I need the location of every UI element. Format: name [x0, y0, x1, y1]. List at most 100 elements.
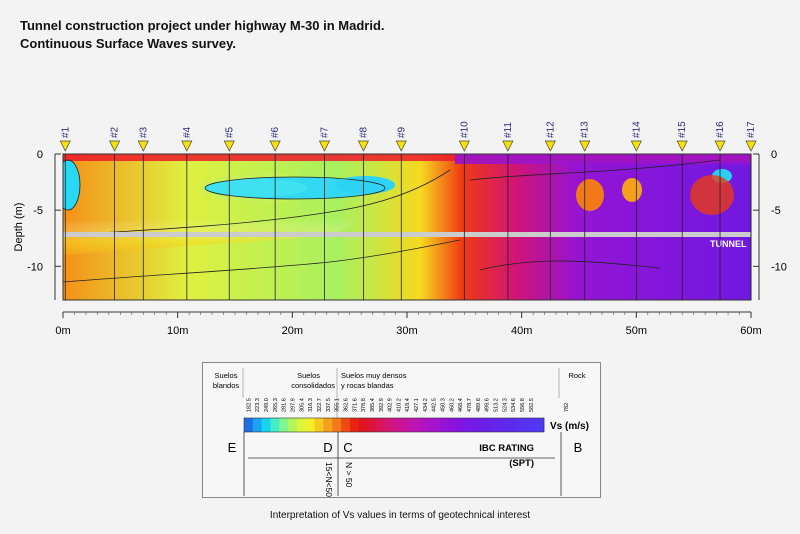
x-tick-label: 10m [167, 325, 188, 337]
station-marker [630, 140, 642, 152]
vs-value-label: 434.2 [423, 398, 429, 412]
colorbar-swatch [491, 418, 501, 432]
rating-c: C [343, 440, 352, 455]
y-tick-label: 0 [37, 149, 43, 161]
vs-value-label: 782 [564, 403, 570, 412]
vs-value-label: 265.3 [273, 398, 279, 412]
station-markers: #1 #2 #3 #4 #5 #6 #7 #8 #9 #10 #11 #12 #13 #14 #15 #16 #… [59, 121, 757, 300]
vs-value-label: 322.7 [317, 398, 323, 412]
vs-value-label: 582.5 [529, 398, 535, 412]
vs-value-label: 182.5 [246, 398, 252, 412]
vs-value-label: 460.2 [449, 398, 455, 412]
vs-value-label: 402.9 [388, 398, 394, 412]
x-tick-label: 60m [740, 325, 761, 337]
colorbar-swatch [305, 418, 315, 432]
colorbar-swatch [385, 418, 395, 432]
tunnel-line [63, 232, 751, 237]
colorbar-swatch [402, 418, 412, 432]
station-marker [395, 140, 407, 152]
colorbar-swatch [358, 418, 368, 432]
vs-value-label: 281.6 [282, 398, 288, 412]
vs-value-label: 489.6 [476, 398, 482, 412]
colorbar-swatch [517, 418, 527, 432]
colorbar-swatch [464, 418, 474, 432]
station-label: #5 [224, 126, 235, 138]
station-label: #7 [319, 126, 330, 138]
station-label: #10 [459, 121, 470, 138]
station-marker [318, 140, 331, 152]
vs-value-label: 442.5 [432, 398, 438, 412]
colorbar-swatch [296, 418, 307, 432]
colorbar-swatch [411, 418, 421, 432]
vs-value-label: 297.9 [291, 398, 297, 412]
legend-soft-line2: blandos [213, 381, 240, 390]
x-tick-label: 0m [55, 325, 70, 337]
n-d-label: 15<N<50 [324, 462, 334, 497]
station-label: #15 [677, 121, 688, 138]
colorbar-swatch [429, 418, 439, 432]
station-marker [59, 140, 71, 152]
colorbar-swatch [526, 418, 536, 432]
colorbar-swatch [349, 418, 360, 432]
vs-value-label: 355.1 [335, 398, 341, 412]
vs-value-label: 513.2 [493, 398, 499, 412]
colorbar-swatch [394, 418, 404, 432]
colorbar-swatch [508, 418, 518, 432]
rating-d: D [323, 440, 332, 455]
station-label: #14 [631, 121, 642, 138]
colorbar-swatch [473, 418, 483, 432]
colorbar-swatch [376, 418, 386, 432]
colorbar-swatch [446, 418, 457, 432]
station-marker [181, 140, 193, 152]
vs-value-label: 223.3 [255, 398, 261, 412]
station-marker [137, 140, 149, 152]
station-marker [676, 140, 688, 152]
y-tick-label: 0 [771, 149, 777, 161]
station-label: #12 [545, 121, 556, 138]
legend: Suelos blandos Suelos consolidados Suelo… [213, 368, 589, 497]
axes: 0m 10m 20m 30m 40m 50m 60m 0 -5 -10 0 -5 -10 [27, 149, 787, 337]
vs-value-label: 427.1 [414, 398, 420, 412]
station-marker [357, 140, 369, 152]
legend-soft-line1: Suelos [215, 371, 238, 380]
station-label: #16 [715, 121, 726, 138]
ibc-rating-label: IBC RATING [479, 443, 534, 454]
velocity-section: TUNNEL [63, 154, 751, 300]
station-label: #3 [138, 126, 149, 138]
colorbar-swatch [499, 418, 510, 432]
station-marker [579, 140, 591, 152]
vs-value-label: 385.4 [370, 398, 376, 412]
colorbar-swatch [332, 418, 342, 432]
station-marker [745, 140, 757, 152]
colorbar-swatch [420, 418, 430, 432]
vs-value-label: 316.3 [308, 398, 314, 412]
colorbar-swatch [261, 418, 271, 432]
tunnel-label: TUNNEL [710, 239, 747, 249]
spt-label: (SPT) [509, 458, 534, 469]
n-c-label: N > 50 [344, 462, 354, 488]
y-axis-label: Depth (m) [13, 203, 25, 252]
colorbar-swatch [279, 418, 289, 432]
colorbar-swatch [314, 418, 324, 432]
colorbar-swatch [323, 418, 333, 432]
vs-value-label: 371.6 [352, 398, 358, 412]
legend-consolidated-line2: consolidados [291, 381, 335, 390]
x-tick-label: 40m [511, 325, 532, 337]
colorbar-swatch [455, 418, 465, 432]
colorbar-swatch [482, 418, 492, 432]
colorbar-swatch [341, 418, 351, 432]
vs-value-label: 418.4 [405, 398, 411, 412]
colorbar-swatch [438, 418, 448, 432]
vs-value-label: 337.5 [326, 398, 332, 412]
vs-value-label: 556.8 [520, 398, 526, 412]
station-marker [223, 140, 235, 152]
station-label: #6 [270, 126, 281, 138]
legend-caption: Interpretation of Vs values in terms of … [269, 510, 531, 521]
station-marker [714, 140, 726, 152]
vs-value-label: 478.7 [467, 398, 473, 412]
vs-value-label: 498.6 [485, 398, 491, 412]
vs-value-label: 468.4 [458, 398, 464, 412]
station-label: #13 [580, 121, 591, 138]
vs-value-label: 362.6 [343, 398, 349, 412]
station-marker [502, 140, 514, 152]
